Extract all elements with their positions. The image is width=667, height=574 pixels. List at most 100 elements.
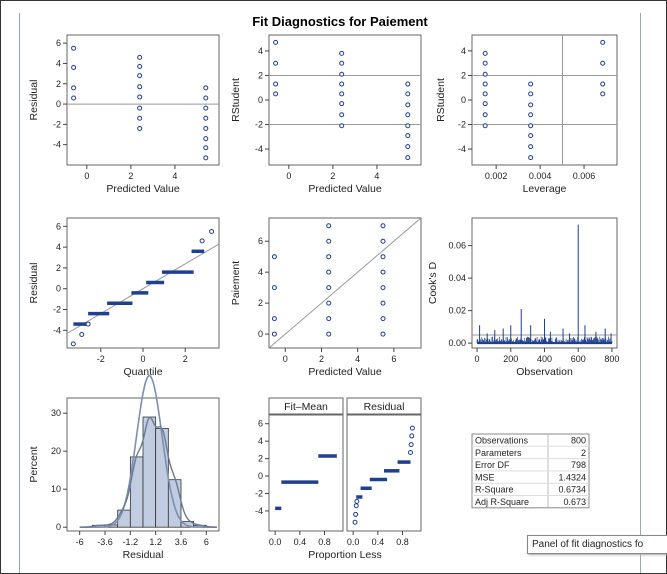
chart7-frame <box>66 397 220 532</box>
chart5-diagonal <box>269 218 421 348</box>
output-panel-border <box>19 13 641 573</box>
chart6-xtick-label: 400 <box>537 354 552 364</box>
chart1-point <box>137 84 143 90</box>
chart5-point <box>380 331 386 337</box>
chart2-xtick-label: 4 <box>374 171 379 181</box>
chart5-ytick-label: 2 <box>258 298 263 308</box>
stats-table-label: MSE <box>475 472 495 482</box>
chart4-xlabel: Quantile <box>123 366 162 378</box>
chart2-point <box>339 101 345 107</box>
chart1-point <box>137 105 143 111</box>
chart4-ytick-label: 6 <box>56 221 61 231</box>
chart1-point <box>71 65 77 70</box>
chart7-ytick-label: 30 <box>51 408 61 418</box>
chart1-ytick-label: -2 <box>53 119 61 129</box>
chart3-point <box>528 91 534 97</box>
chart3-ytick-label: 4 <box>461 46 466 56</box>
chart5-point <box>380 238 386 244</box>
chart3-frame <box>471 34 618 166</box>
chart3-ytick-label: 0 <box>461 95 466 105</box>
chart1-xtick-label: 4 <box>172 171 177 181</box>
chart1-point <box>137 63 143 69</box>
chart7-bar <box>180 521 195 528</box>
stats-table-value: 1.4324 <box>558 472 586 482</box>
chart4-xtick-label: -2 <box>97 354 105 364</box>
chart3-point <box>482 71 488 77</box>
chart5-point <box>271 285 277 291</box>
chart8-frame <box>346 414 422 532</box>
chart5-point <box>380 285 386 291</box>
chart2-point <box>339 60 345 66</box>
chart8-point <box>409 433 415 439</box>
chart6-xtick-label: 800 <box>604 354 619 364</box>
chart4-ylabel: Residual <box>28 263 40 304</box>
chart8-point <box>408 450 414 456</box>
chart5-ytick-label: 6 <box>258 236 263 246</box>
chart8-point <box>352 519 358 525</box>
chart4-ytick-label: -2 <box>53 305 61 315</box>
stats-table-value: 798 <box>571 460 586 470</box>
chart7-xlabel: Residual <box>123 549 164 561</box>
chart3-point <box>482 60 488 66</box>
chart3-point <box>600 91 606 97</box>
chart8-header-box <box>268 397 344 415</box>
chart7-xtick-label: -1.2 <box>123 537 139 547</box>
chart2-point <box>273 60 279 66</box>
chart5-point <box>326 254 332 260</box>
chart1-ylabel: Residual <box>28 80 40 121</box>
chart5-xtick-label: 2 <box>319 354 324 364</box>
chart3-point <box>528 155 534 161</box>
chart6-xlabel: Observation <box>516 366 573 378</box>
stats-table-value: 0.673 <box>563 497 586 507</box>
chart2-point <box>405 91 411 97</box>
chart8-header-box <box>346 397 422 415</box>
stats-table-label: R-Square <box>475 485 514 495</box>
chart1-point <box>137 115 143 121</box>
chart2-ytick-label: 4 <box>258 46 263 56</box>
chart3-xtick-label: 0.004 <box>529 171 552 181</box>
chart6-xtick-label: 600 <box>571 354 586 364</box>
chart5-point <box>271 331 277 337</box>
chart1-xlabel: Predicted Value <box>106 183 180 195</box>
chart5-point <box>326 316 332 322</box>
chart2-xtick-label: 2 <box>330 171 335 181</box>
chart1-ytick-label: -4 <box>53 140 61 150</box>
chart1-point <box>137 125 143 131</box>
chart3-point <box>600 39 606 45</box>
chart3-point <box>600 60 606 66</box>
chart3-point <box>528 112 534 118</box>
charts-group: 0 2 4 -4 -2 0 2 4 6 Predicted Value Residual 0 2 4 -4 -… <box>28 34 619 561</box>
chart3-point <box>528 81 534 87</box>
chart6-xtick-label: 200 <box>503 354 518 364</box>
chart3-point <box>482 50 488 56</box>
chart2-point <box>405 112 411 118</box>
chart8-xtick-label: 0.8 <box>318 537 331 547</box>
chart5-xlabel: Predicted Value <box>308 366 382 378</box>
chart5-point <box>380 223 386 229</box>
chart7-xtick-label: 6 <box>204 537 209 547</box>
chart6-xtick-label: 0 <box>475 354 480 364</box>
chart2-point <box>405 102 411 108</box>
chart3-point <box>528 133 534 139</box>
chart2-xtick-label: 0 <box>286 171 291 181</box>
chart7-xtick-label: -3.6 <box>97 537 113 547</box>
chart8-panel-label: Fit–Mean <box>284 401 328 413</box>
panel-title: Fit Diagnostics for Paiement <box>252 14 428 29</box>
stats-table-label: Adj R-Square <box>475 497 529 507</box>
chart8-frame <box>268 414 344 532</box>
chart5-ytick-label: 0 <box>258 329 263 339</box>
chart5-point <box>326 331 332 337</box>
chart4-diagonal <box>67 243 219 334</box>
chart4-ytick-label: 0 <box>56 284 61 294</box>
chart1-point <box>203 125 209 131</box>
chart3-xtick-label: 0.002 <box>485 171 508 181</box>
chart1-ytick-label: 0 <box>56 99 61 109</box>
chart2-point <box>273 39 279 45</box>
chart6-ylabel: Cook's D <box>427 261 439 304</box>
chart1-ytick-label: 2 <box>56 79 61 89</box>
chart8-ytick-label: 2 <box>258 454 263 464</box>
chart2-point <box>339 71 345 77</box>
chart5-xtick-label: 4 <box>355 354 360 364</box>
tooltip: Panel of fit diagnostics fo <box>527 535 667 554</box>
